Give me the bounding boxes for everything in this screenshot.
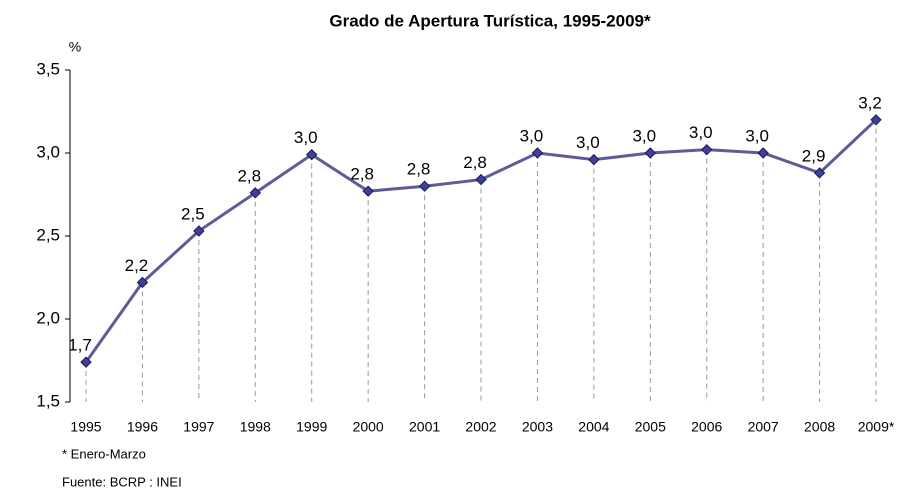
x-tick-label: 2005 bbox=[635, 419, 666, 435]
data-marker bbox=[136, 276, 149, 289]
chart-title: Grado de Apertura Turística, 1995-2009* bbox=[329, 11, 651, 30]
data-label: 3,2 bbox=[858, 93, 882, 112]
data-label: 3,0 bbox=[745, 126, 769, 145]
data-marker bbox=[588, 153, 600, 166]
data-marker bbox=[813, 167, 826, 179]
y-tick-label: 3,0 bbox=[36, 142, 60, 161]
x-tick-label: 1996 bbox=[127, 419, 158, 435]
data-marker bbox=[644, 147, 657, 159]
data-label: 2,9 bbox=[802, 146, 826, 165]
data-marker bbox=[757, 147, 769, 159]
data-label: 3,0 bbox=[576, 133, 600, 152]
data-label: 1,7 bbox=[68, 336, 92, 355]
data-marker bbox=[701, 143, 713, 156]
x-tick-label: 2008 bbox=[804, 419, 835, 435]
data-marker bbox=[362, 185, 374, 197]
data-label: 2,5 bbox=[181, 205, 205, 224]
data-label: 2,8 bbox=[350, 165, 374, 184]
data-marker bbox=[193, 225, 205, 237]
x-tick-label: 2009* bbox=[858, 419, 895, 435]
data-marker bbox=[306, 148, 318, 161]
data-label: 3,0 bbox=[520, 126, 544, 145]
x-tick-label: 2003 bbox=[522, 419, 553, 435]
data-marker bbox=[475, 173, 487, 186]
data-marker bbox=[249, 187, 261, 199]
y-axis-label: % bbox=[69, 39, 81, 55]
x-tick-label: 2002 bbox=[465, 419, 496, 435]
x-tick-label: 2006 bbox=[691, 419, 722, 435]
x-tick-label: 1997 bbox=[183, 419, 214, 435]
data-marker bbox=[531, 147, 544, 159]
data-marker bbox=[418, 180, 431, 192]
x-tick-label: 2000 bbox=[353, 419, 384, 435]
x-tick-label: 2004 bbox=[578, 419, 609, 435]
x-tick-label: 1999 bbox=[296, 419, 327, 435]
footnote: * Enero-Marzo bbox=[62, 446, 146, 461]
source-note: Fuente: BCRP : INEI bbox=[62, 474, 182, 489]
data-label: 3,0 bbox=[632, 126, 656, 145]
x-tick-label: 1995 bbox=[70, 419, 101, 435]
x-tick-label: 1998 bbox=[240, 419, 271, 435]
data-label: 2,8 bbox=[463, 153, 487, 172]
y-tick-label: 1,5 bbox=[36, 391, 60, 410]
data-label: 2,8 bbox=[237, 166, 261, 185]
x-tick-label: 2001 bbox=[409, 419, 440, 435]
y-tick-label: 2,0 bbox=[36, 308, 60, 327]
data-marker bbox=[80, 356, 92, 368]
data-label: 2,2 bbox=[125, 256, 149, 275]
data-label: 3,0 bbox=[294, 128, 318, 147]
x-tick-label: 2007 bbox=[748, 419, 779, 435]
y-tick-label: 2,5 bbox=[36, 225, 60, 244]
data-label: 2,8 bbox=[407, 160, 431, 179]
data-label: 3,0 bbox=[689, 123, 713, 142]
y-tick-label: 3,5 bbox=[36, 59, 60, 78]
data-marker bbox=[870, 114, 882, 126]
